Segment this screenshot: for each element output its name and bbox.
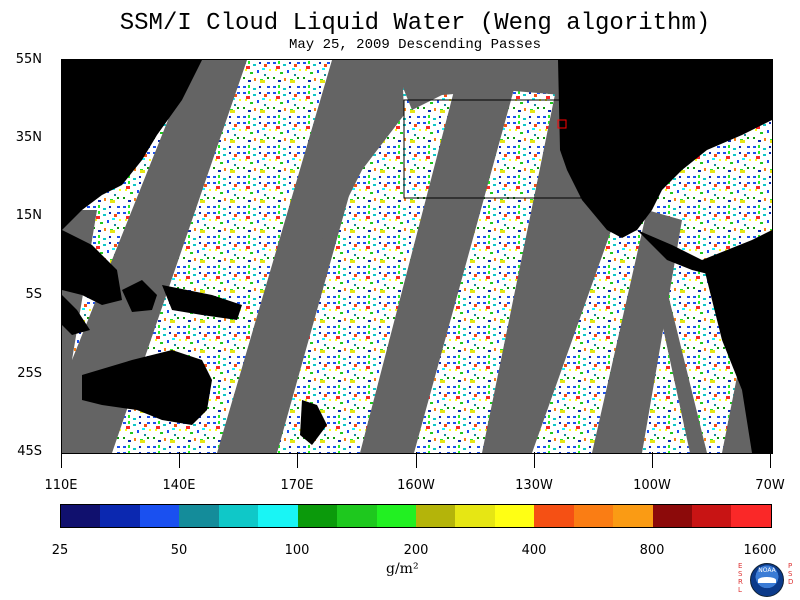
scale-label-1600: 1600 — [743, 543, 777, 558]
color-swatch — [494, 505, 535, 527]
map-subtitle: May 25, 2009 Descending Passes — [288, 37, 542, 53]
color-swatch — [613, 505, 653, 527]
color-swatch — [100, 505, 140, 527]
lon-label-130w: 130W — [515, 478, 553, 493]
location-marker — [557, 119, 567, 129]
lat-label-55n: 55N — [15, 52, 42, 67]
color-swatch — [652, 505, 692, 527]
lat-label-25s: 25S — [17, 366, 42, 381]
lon-tick — [61, 452, 62, 468]
lat-label-45s: 45S — [17, 444, 42, 459]
landmasses — [62, 60, 772, 453]
color-swatch — [139, 505, 180, 527]
color-swatch — [337, 505, 377, 527]
lon-tick — [179, 452, 180, 468]
color-swatch — [534, 505, 574, 527]
cloud-liquid-water-map — [61, 59, 773, 454]
lon-label-110e: 110E — [44, 478, 78, 493]
scale-label-50: 50 — [170, 543, 188, 558]
lon-tick — [534, 452, 535, 468]
scale-label-800: 800 — [639, 543, 665, 558]
color-swatch — [258, 505, 298, 527]
lat-label-5s: 5S — [25, 287, 42, 302]
color-swatch — [415, 505, 456, 527]
color-swatch — [61, 505, 101, 527]
lon-label-140e: 140E — [162, 478, 196, 493]
lon-label-160w: 160W — [397, 478, 435, 493]
units-label: g/m² — [386, 561, 419, 577]
color-scale-bar — [60, 504, 772, 528]
lon-label-170e: 170E — [280, 478, 314, 493]
color-swatch — [692, 505, 732, 527]
lat-label-15n: 15N — [15, 208, 42, 223]
scale-label-200: 200 — [403, 543, 429, 558]
scale-label-25: 25 — [51, 543, 69, 558]
analysis-box — [403, 99, 582, 199]
lon-tick — [652, 452, 653, 468]
color-swatch — [573, 505, 614, 527]
color-swatch — [376, 505, 416, 527]
lon-tick — [770, 452, 771, 468]
color-swatch — [179, 505, 219, 527]
color-swatch — [218, 505, 259, 527]
lon-label-100w: 100W — [633, 478, 671, 493]
map-title: SSM/I Cloud Liquid Water (Weng algorithm… — [119, 10, 711, 37]
color-swatch — [731, 505, 771, 527]
lon-label-70w: 70W — [755, 478, 785, 493]
color-swatch — [297, 505, 338, 527]
scale-label-400: 400 — [521, 543, 547, 558]
lon-tick — [416, 452, 417, 468]
color-swatch — [455, 505, 495, 527]
lat-label-35n: 35N — [15, 130, 42, 145]
lon-tick — [297, 452, 298, 468]
scale-label-100: 100 — [284, 543, 310, 558]
noaa-emblem-icon: NOAA — [750, 563, 784, 597]
